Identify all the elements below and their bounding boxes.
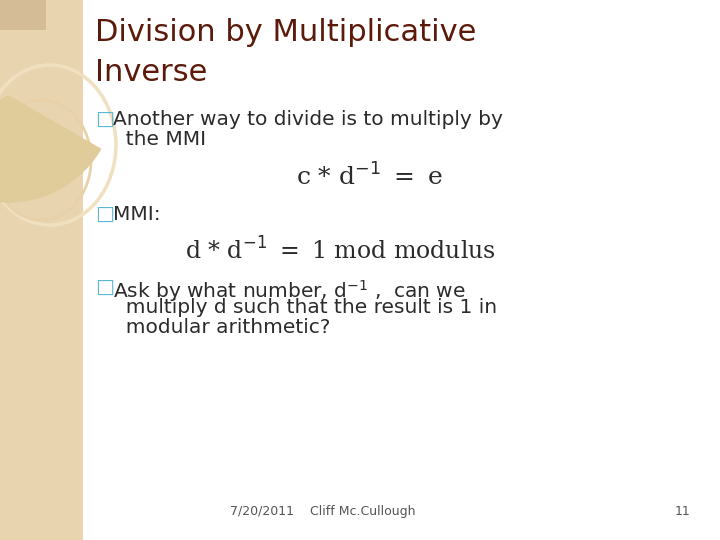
Text: Another way to divide is to multiply by: Another way to divide is to multiply by xyxy=(113,110,503,129)
Wedge shape xyxy=(0,95,102,202)
Text: the MMI: the MMI xyxy=(113,130,206,149)
Text: 11: 11 xyxy=(674,505,690,518)
Text: MMI:: MMI: xyxy=(113,205,161,224)
Text: □: □ xyxy=(95,278,114,297)
Bar xyxy=(0,0,45,30)
Text: Division by Multiplicative: Division by Multiplicative xyxy=(95,18,476,47)
Text: Ask by what number, d$^{-1}$ ,  can we: Ask by what number, d$^{-1}$ , can we xyxy=(113,278,466,304)
Text: □: □ xyxy=(95,110,114,129)
Text: d * d$^{-1}$ $=$ 1 mod modulus: d * d$^{-1}$ $=$ 1 mod modulus xyxy=(184,237,495,264)
Bar xyxy=(0,0,83,540)
Text: multiply d such that the result is 1 in: multiply d such that the result is 1 in xyxy=(113,298,497,317)
Text: 7/20/2011: 7/20/2011 xyxy=(230,505,294,518)
Text: Inverse: Inverse xyxy=(95,58,207,87)
Text: c * d$^{-1}$ $=$ e: c * d$^{-1}$ $=$ e xyxy=(297,163,444,190)
Text: modular arithmetic?: modular arithmetic? xyxy=(113,318,330,337)
Text: Cliff Mc.Cullough: Cliff Mc.Cullough xyxy=(310,505,415,518)
Text: □: □ xyxy=(95,205,114,224)
